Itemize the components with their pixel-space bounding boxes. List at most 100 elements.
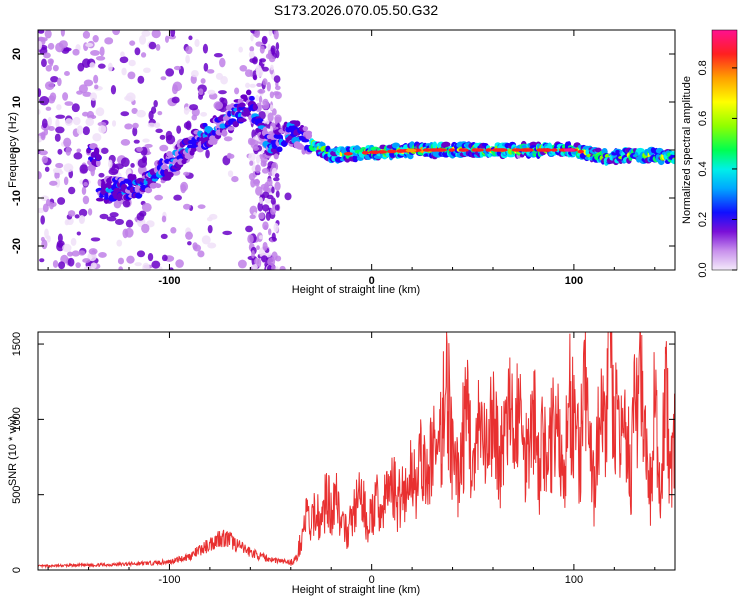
- spectrogram-cell: [90, 143, 97, 148]
- colorbar-tick-label: 0.2: [697, 212, 709, 227]
- colorbar-tick-label: 0.0: [697, 262, 709, 277]
- spectrogram-cell: [275, 255, 282, 262]
- spectrogram-cell: [238, 46, 243, 53]
- spectrogram-cell: [245, 82, 251, 89]
- spectrogram-cell: [255, 164, 261, 174]
- spectrogram-cell: [200, 78, 206, 84]
- spectrogram-cell: [202, 43, 209, 54]
- spectrogram-cell: [136, 109, 146, 118]
- spectrogram-cell: [93, 74, 99, 84]
- spectrogram-cell: [249, 69, 253, 77]
- spectrogram-x-axis-title: Height of straight line (km): [292, 284, 420, 296]
- spectrogram-cell: [89, 62, 96, 69]
- spectrogram-cell: [223, 136, 233, 142]
- spectrogram-y-tick-label: -20: [11, 238, 23, 254]
- spectrogram-cell: [147, 252, 154, 262]
- spectrogram-cell: [294, 120, 301, 127]
- spectrogram-cell: [89, 92, 97, 101]
- spectrogram-cell: [47, 42, 55, 50]
- spectrogram-cell: [113, 200, 122, 209]
- spectrogram-cell: [671, 158, 675, 165]
- spectrogram-cell: [254, 30, 260, 36]
- spectrogram-cell: [498, 148, 508, 152]
- spectrogram-cell: [237, 118, 247, 123]
- spectrogram-cell: [135, 192, 143, 199]
- spectrogram-cell: [42, 203, 49, 213]
- spectrogram-cell: [55, 177, 61, 188]
- spectrogram-cell: [95, 55, 106, 61]
- spectrogram-cell: [141, 202, 152, 212]
- spectrogram-cell: [198, 88, 204, 96]
- spectrogram-cell: [250, 139, 259, 149]
- spectrogram-cell: [256, 118, 264, 123]
- spectrogram-cell: [232, 120, 240, 128]
- snr-y-tick-label: 0: [11, 567, 23, 573]
- spectrogram-cell: [185, 54, 190, 64]
- spectrogram-cell: [100, 147, 109, 154]
- spectrogram-cell: [85, 117, 95, 127]
- snr-x-axis-title: Height of straight line (km): [292, 584, 420, 596]
- spectrogram-cell: [58, 261, 66, 270]
- spectrogram-cell: [104, 37, 114, 45]
- spectrogram-cell: [128, 59, 136, 67]
- spectrogram-cell: [219, 57, 226, 68]
- spectrogram-cell: [148, 41, 157, 50]
- spectrogram-cell: [104, 192, 109, 201]
- spectrogram-cell: [148, 110, 154, 121]
- colorbar-ticks: 0.0 0.2 0.4 0.6 0.8: [697, 29, 738, 278]
- spectrogram-cell: [165, 130, 173, 141]
- spectrogram-cell: [274, 114, 282, 123]
- spectrogram-cell: [256, 245, 260, 251]
- spectrogram-cell: [122, 200, 131, 208]
- spectrogram-cell: [190, 69, 199, 78]
- spectrogram-cell: [134, 47, 141, 56]
- spectrogram-cell: [267, 265, 273, 270]
- spectrogram-cell: [158, 266, 163, 270]
- spectrogram-cell: [38, 37, 48, 42]
- spectrogram-cell: [257, 104, 262, 112]
- spectrogram-cell: [55, 162, 64, 169]
- spectrogram-cell: [144, 143, 153, 148]
- spectrogram-cell: [73, 152, 83, 160]
- spectrogram-cell: [226, 153, 235, 159]
- spectrogram-cell: [217, 90, 227, 95]
- spectrogram-cell: [247, 234, 254, 244]
- spectrogram-cell: [127, 71, 136, 80]
- spectrogram-cell: [213, 101, 224, 110]
- spectrogram-cell: [274, 91, 282, 100]
- spectrogram-cell: [275, 49, 280, 59]
- spectrogram-cell: [76, 231, 81, 236]
- spectrogram-cell: [120, 111, 130, 117]
- spectrogram-cell: [113, 187, 122, 193]
- spectrogram-cell: [52, 64, 59, 72]
- spectrogram-cell: [238, 102, 246, 108]
- spectrogram-cell: [176, 125, 182, 134]
- spectrogram-cell: [175, 259, 184, 268]
- spectrogram-cell: [197, 204, 206, 209]
- spectrogram-cell: [258, 197, 263, 204]
- spectrogram-cell: [118, 266, 123, 270]
- spectrogram-cell: [194, 38, 200, 48]
- spectrogram-cell: [219, 97, 225, 103]
- spectrogram-cell: [110, 84, 117, 95]
- spectrogram-y-tick-label: 0: [11, 147, 23, 153]
- spectrogram-cell: [56, 242, 65, 252]
- spectrogram-cell: [126, 255, 135, 264]
- spectrogram-cell: [134, 185, 140, 193]
- spectrogram-cell: [95, 197, 104, 202]
- spectrogram-cell: [270, 64, 274, 71]
- spectrogram-cell: [522, 148, 530, 152]
- spectrogram-cell: [202, 122, 208, 128]
- spectrogram-y-axis-title: Frequency (Hz): [7, 112, 19, 188]
- spectrogram-cell: [64, 219, 69, 226]
- spectrogram-cell: [121, 67, 127, 76]
- spectrogram-cell: [274, 204, 280, 211]
- spectrogram-cell: [41, 155, 48, 164]
- spectrogram-cell: [270, 207, 277, 215]
- spectrogram-cell: [132, 126, 138, 137]
- spectrogram-cell: [44, 81, 55, 91]
- spectrogram-cell: [262, 221, 269, 231]
- spectrogram-cell: [93, 147, 100, 155]
- spectrogram-cell: [82, 30, 91, 39]
- spectrogram-cell: [284, 192, 292, 201]
